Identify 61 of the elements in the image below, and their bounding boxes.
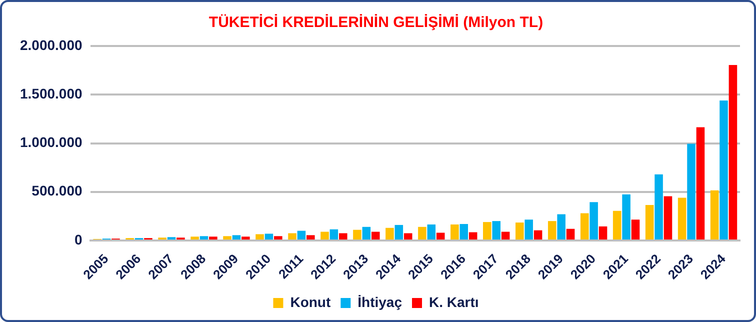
bar	[256, 234, 264, 240]
bar	[678, 198, 686, 240]
bar	[548, 221, 556, 240]
bar	[720, 100, 728, 240]
bar	[580, 213, 589, 240]
y-tick-label: 1.000.000	[20, 134, 82, 150]
bar	[460, 224, 468, 240]
bar	[566, 228, 575, 240]
y-tick-label: 0	[74, 231, 82, 248]
bar	[468, 232, 478, 240]
bar	[223, 236, 232, 240]
bar	[190, 236, 199, 240]
bar	[288, 233, 296, 240]
bar	[297, 230, 306, 240]
bar	[209, 236, 218, 240]
bar	[483, 222, 492, 240]
bar	[418, 226, 426, 240]
bar	[590, 202, 598, 240]
bar	[371, 232, 380, 240]
y-tick-label: 1.500.000	[20, 85, 82, 102]
bar	[631, 220, 640, 240]
legend-label: K. Kartı	[428, 294, 479, 310]
bar	[728, 64, 738, 240]
y-tick-label: 2.000.000	[20, 36, 82, 53]
bar	[427, 224, 436, 240]
bar	[664, 196, 672, 240]
bar	[622, 194, 630, 240]
y-tick-label: 500.000	[32, 182, 82, 199]
bar	[264, 234, 274, 240]
bar	[232, 235, 241, 240]
bar	[306, 235, 315, 240]
bar	[338, 233, 348, 240]
legend-label: Konut	[290, 294, 331, 310]
bar	[353, 230, 362, 240]
bar	[534, 230, 542, 240]
bar	[710, 190, 719, 240]
bar	[362, 226, 371, 240]
bar	[436, 232, 445, 240]
bar	[242, 236, 250, 240]
bar	[386, 228, 394, 240]
bar	[654, 174, 663, 240]
bar	[200, 236, 208, 240]
bar	[645, 205, 654, 240]
bar	[274, 236, 282, 240]
chart-title: TÜKETİCİ KREDİLERİNİN GELİŞİMİ (Milyon TL)	[208, 14, 544, 32]
bar	[524, 220, 533, 240]
bar	[598, 226, 608, 240]
bar	[515, 222, 524, 240]
bar	[492, 221, 500, 240]
bar	[687, 144, 696, 240]
legend-label: İhtiyaç	[358, 294, 402, 310]
bar	[450, 224, 459, 240]
bar	[557, 214, 566, 240]
bar	[696, 127, 705, 240]
bar	[404, 233, 412, 240]
bar	[394, 224, 404, 240]
bar	[320, 232, 329, 240]
bar	[167, 237, 176, 240]
bar	[330, 229, 338, 240]
bar	[612, 210, 622, 240]
bar	[501, 232, 510, 240]
